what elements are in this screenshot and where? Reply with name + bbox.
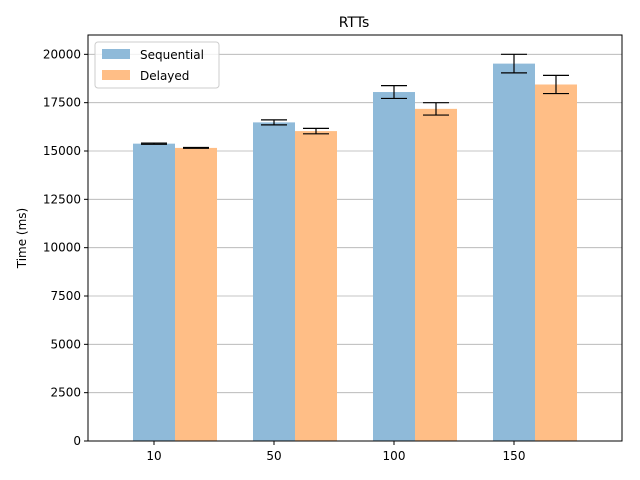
legend: Sequential Delayed — [94, 41, 220, 89]
error-bar-delayed-50 — [303, 127, 329, 135]
bars — [133, 63, 577, 442]
chart-title: RTTs — [339, 15, 370, 31]
y-tick-label: 12500 — [43, 192, 81, 206]
error-bar-delayed-150 — [543, 74, 569, 95]
bar-delayed-10 — [175, 147, 217, 441]
bar-sequential-50 — [253, 122, 295, 442]
bar-delayed-50 — [295, 131, 337, 441]
x-axis-ticks: 10 50 100 150 — [146, 441, 525, 463]
error-bar-delayed-100 — [423, 102, 449, 116]
error-bar-sequential-10 — [141, 142, 167, 145]
y-tick-label: 2500 — [50, 386, 81, 400]
bar-sequential-10 — [133, 143, 175, 442]
legend-label: Delayed — [140, 69, 189, 83]
x-tick-label: 50 — [266, 449, 281, 463]
y-tick-label: 15000 — [43, 144, 81, 158]
y-tick-label: 10000 — [43, 241, 81, 255]
error-bar-sequential-50 — [261, 119, 287, 126]
bar-delayed-100 — [415, 108, 457, 441]
plot-frame — [87, 34, 623, 442]
bar-delayed-150 — [535, 84, 577, 441]
legend-label: Sequential — [140, 48, 204, 62]
error-bars — [141, 53, 569, 149]
legend-swatch — [102, 49, 130, 59]
x-tick-label: 150 — [503, 449, 526, 463]
y-tick-label: 5000 — [50, 337, 81, 351]
error-bar-sequential-100 — [381, 85, 407, 100]
x-tick-label: 10 — [146, 449, 161, 463]
legend-item-delayed: Delayed — [102, 69, 189, 83]
bar-sequential-100 — [373, 92, 415, 442]
error-bar-sequential-150 — [501, 53, 527, 74]
y-tick-label: 20000 — [43, 47, 81, 61]
y-axis-label: Time (ms) — [15, 208, 29, 270]
legend-swatch — [102, 70, 130, 80]
error-bar-delayed-10 — [183, 146, 209, 149]
y-tick-label: 0 — [73, 434, 81, 448]
legend-item-sequential: Sequential — [102, 48, 204, 62]
x-tick-label: 100 — [383, 449, 406, 463]
y-tick-label: 17500 — [43, 96, 81, 110]
bar-sequential-150 — [493, 63, 535, 441]
y-axis-ticks: 0 2500 5000 7500 10000 12500 15000 17500 20000 — [43, 47, 88, 448]
y-tick-label: 7500 — [50, 289, 81, 303]
